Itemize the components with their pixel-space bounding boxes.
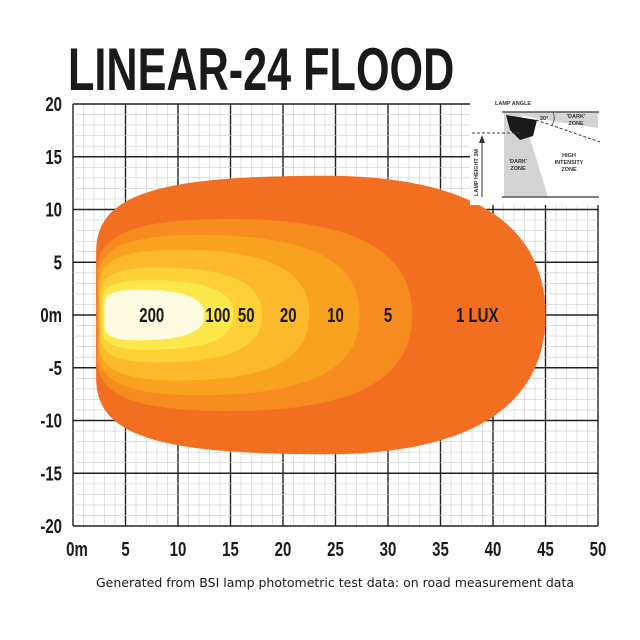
inset-high-2: INTENSITY	[555, 160, 584, 166]
x-tick-label: 40	[485, 538, 502, 561]
x-tick-label: 30	[380, 538, 397, 561]
y-tick-label: -10	[40, 409, 62, 432]
inset-high-3: ZONE	[561, 167, 577, 173]
y-tick-label: 0m	[40, 304, 62, 327]
inset-dark-left-2: ZONE	[510, 166, 526, 172]
inset-high-1: HIGH	[562, 153, 576, 159]
lamp-angle-inset: LAMP ANGLE 20° 'DARK' ZONE 'DARK' ZONE H…	[470, 97, 605, 205]
contour-label: 50	[238, 304, 255, 327]
contour-label: 5	[384, 304, 392, 327]
x-tick-label: 20	[275, 538, 292, 561]
y-tick-label: 5	[54, 251, 62, 274]
y-tick-label: 20	[45, 93, 62, 116]
y-tick-label: -20	[40, 515, 62, 538]
y-tick-label: 10	[45, 198, 62, 221]
x-tick-label: 35	[432, 538, 449, 561]
contour-label: 200	[139, 304, 164, 327]
inset-lamp-height: LAMP HEIGHT 3M	[474, 149, 480, 196]
inset-dark-left-1: 'DARK'	[509, 159, 528, 165]
footnote: Generated from BSI lamp photometric test…	[96, 575, 574, 590]
contour-label: 10	[327, 304, 344, 327]
y-tick-label: -5	[49, 357, 62, 380]
x-tick-label: 5	[121, 538, 129, 561]
contour-label: 20	[280, 304, 297, 327]
chart-title: LINEAR-24 FLOOD	[68, 37, 454, 104]
x-tick-label: 50	[590, 538, 607, 561]
x-tick-labels: 0m 5 10 15 20 25 30 35 40 45 50	[66, 538, 606, 561]
y-tick-label: -15	[40, 462, 62, 485]
x-tick-label: 15	[222, 538, 239, 561]
inset-lamp-angle: LAMP ANGLE	[495, 101, 531, 107]
y-tick-labels: 20 15 10 5 0m -5 -10 -15 -20	[40, 93, 62, 538]
x-tick-label: 45	[537, 538, 554, 561]
x-tick-label: 25	[327, 538, 344, 561]
contours	[96, 175, 546, 455]
y-tick-label: 15	[45, 146, 62, 169]
contour-200-lux	[104, 289, 205, 341]
lamp-icon	[506, 115, 537, 140]
inset-dark-top-1: 'DARK'	[567, 114, 586, 120]
inset-angle: 20°	[540, 116, 548, 122]
x-tick-label: 0m	[66, 538, 88, 561]
contour-label: 1 LUX	[456, 304, 499, 327]
x-tick-label: 10	[170, 538, 187, 561]
inset-dark-top-2: ZONE	[568, 121, 584, 127]
contour-label: 100	[205, 304, 230, 327]
contour-labels: 1 LUX 5 10 20 50 100 200	[139, 304, 498, 327]
